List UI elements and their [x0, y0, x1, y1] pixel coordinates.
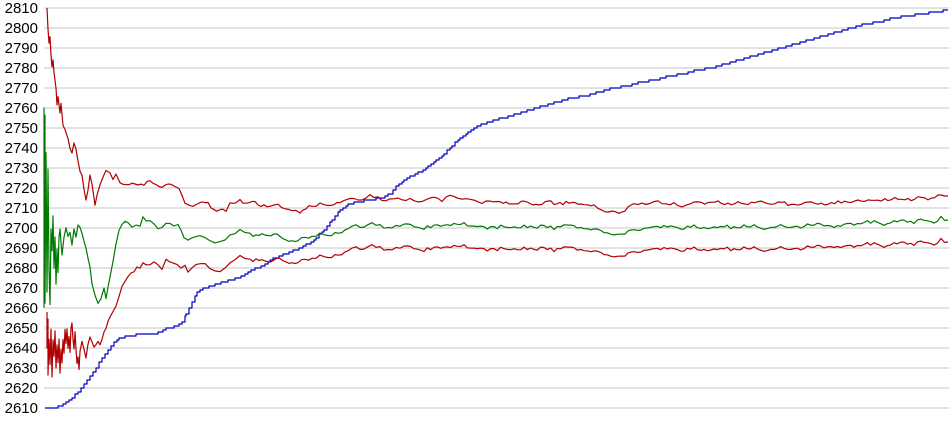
y-tick-label: 2710	[5, 200, 38, 217]
y-tick-label: 2650	[5, 320, 38, 337]
y-tick-label: 2690	[5, 240, 38, 257]
y-tick-label: 2670	[5, 280, 38, 297]
y-tick-label: 2810	[5, 0, 38, 17]
series-middle-average-line	[43, 107, 949, 308]
y-axis-tick-labels: 2810 2800 2790 2780 2770 2760 2750 2740 2730 2720…	[5, 0, 38, 417]
y-tick-label: 2700	[5, 220, 38, 237]
y-tick-label: 2620	[5, 380, 38, 397]
y-tick-label: 2770	[5, 80, 38, 97]
y-tick-label: 2760	[5, 100, 38, 117]
y-tick-label: 2750	[5, 120, 38, 137]
y-tick-label: 2780	[5, 60, 38, 77]
y-tick-label: 2660	[5, 300, 38, 317]
y-tick-label: 2720	[5, 180, 38, 197]
series-upper-band-line	[46, 7, 948, 214]
y-tick-label: 2610	[5, 400, 38, 417]
y-tick-label: 2740	[5, 140, 38, 157]
y-tick-label: 2730	[5, 160, 38, 177]
y-tick-label: 2640	[5, 340, 38, 357]
y-tick-label: 2800	[5, 20, 38, 37]
series-lines	[43, 7, 949, 409]
y-tick-label: 2630	[5, 360, 38, 377]
gridlines	[44, 7, 949, 409]
y-tick-label: 2790	[5, 40, 38, 57]
series-cumulative-line	[45, 9, 948, 409]
y-tick-label: 2680	[5, 260, 38, 277]
series-lower-band-line	[46, 237, 949, 378]
